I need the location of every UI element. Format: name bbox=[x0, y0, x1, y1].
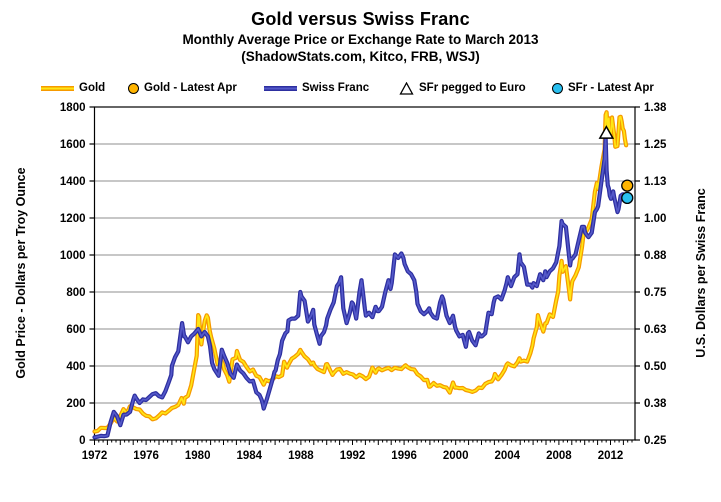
swiss-franc-series-line-core bbox=[93, 136, 627, 439]
right-axis-title: U.S. Dollars per Swiss Franc bbox=[694, 188, 708, 358]
y-right-tick-label: 0.88 bbox=[644, 250, 667, 262]
x-tick-label: 2008 bbox=[546, 450, 572, 462]
y-right-tick-label: 0.75 bbox=[644, 287, 667, 299]
x-tick-label: 2012 bbox=[598, 450, 624, 462]
y-left-tick-label: 400 bbox=[66, 361, 85, 373]
legend-label-sfr-pegged-to-euro: SFr pegged to Euro bbox=[419, 82, 526, 94]
x-tick-label: 2000 bbox=[443, 450, 469, 462]
y-left-tick-label: 1200 bbox=[60, 213, 86, 225]
y-right-tick-label: 0.50 bbox=[644, 361, 666, 373]
y-left-tick-label: 1600 bbox=[60, 139, 86, 151]
legend-label-swiss-franc: Swiss Franc bbox=[302, 82, 370, 94]
x-tick-label: 1980 bbox=[185, 450, 211, 462]
legend-item-gold-latest-apr: Gold - Latest Apr bbox=[128, 80, 237, 96]
legend-label-gold: Gold bbox=[79, 82, 106, 94]
gold-series-line-core bbox=[93, 111, 627, 433]
x-tick-label: 1988 bbox=[288, 450, 314, 462]
gold-line-swatch-icon bbox=[41, 85, 74, 91]
x-tick-label: 1972 bbox=[82, 450, 108, 462]
legend-item-gold: Gold bbox=[41, 80, 105, 96]
left-axis-title: Gold Price - Dollars per Troy Ounce bbox=[14, 167, 28, 379]
y-right-tick-label: 1.38 bbox=[644, 102, 667, 114]
chart-source-line: (ShadowStats.com, Kitco, FRB, WSJ) bbox=[241, 49, 480, 64]
sfr-latest-marker-icon bbox=[552, 82, 563, 94]
sfr-pegged-triangle-icon bbox=[399, 81, 414, 95]
y-right-tick-label: 0.38 bbox=[644, 398, 667, 410]
y-left-tick-label: 1400 bbox=[60, 176, 86, 188]
legend-label-gold-latest-apr: Gold - Latest Apr bbox=[144, 82, 237, 94]
legend-item-sfr-pegged-to-euro: SFr pegged to Euro bbox=[399, 80, 526, 96]
legend-label-sfr-latest-apr: SFr - Latest Apr bbox=[568, 82, 654, 94]
legend-item-swiss-franc: Swiss Franc bbox=[264, 80, 369, 96]
y-right-tick-label: 1.00 bbox=[644, 213, 666, 225]
sfr-pegged-to-euro-marker bbox=[598, 125, 615, 139]
chart-title: Gold versus Swiss Franc bbox=[251, 9, 470, 29]
x-tick-label: 2004 bbox=[494, 450, 520, 462]
y-left-tick-label: 1800 bbox=[60, 102, 86, 114]
sfr---latest-apr-marker bbox=[621, 191, 634, 205]
y-left-tick-label: 800 bbox=[66, 287, 85, 299]
chart-subtitle: Monthly Average Price or Exchange Rate t… bbox=[182, 32, 539, 47]
y-right-tick-label: 0.63 bbox=[644, 324, 666, 336]
plot-border bbox=[93, 106, 636, 441]
legend: Gold Gold - Latest Apr Swiss Franc SFr p… bbox=[0, 80, 721, 96]
y-left-tick-label: 1000 bbox=[60, 250, 86, 262]
y-right-tick-label: 1.25 bbox=[644, 139, 667, 151]
y-left-tick-label: 600 bbox=[66, 324, 85, 336]
x-tick-label: 1976 bbox=[133, 450, 159, 462]
legend-item-sfr-latest-apr: SFr - Latest Apr bbox=[552, 80, 654, 96]
y-right-tick-label: 0.25 bbox=[644, 435, 667, 447]
x-tick-label: 1996 bbox=[391, 450, 417, 462]
y-left-tick-label: 0 bbox=[79, 435, 85, 447]
swiss-franc-line-swatch-icon bbox=[264, 85, 297, 91]
x-tick-label: 1992 bbox=[340, 450, 366, 462]
y-left-tick-label: 200 bbox=[66, 398, 85, 410]
x-tick-label: 1984 bbox=[237, 450, 263, 462]
y-right-tick-label: 1.13 bbox=[644, 176, 666, 188]
gold-latest-marker-icon bbox=[128, 82, 139, 94]
gold---latest-apr-marker bbox=[621, 179, 634, 192]
